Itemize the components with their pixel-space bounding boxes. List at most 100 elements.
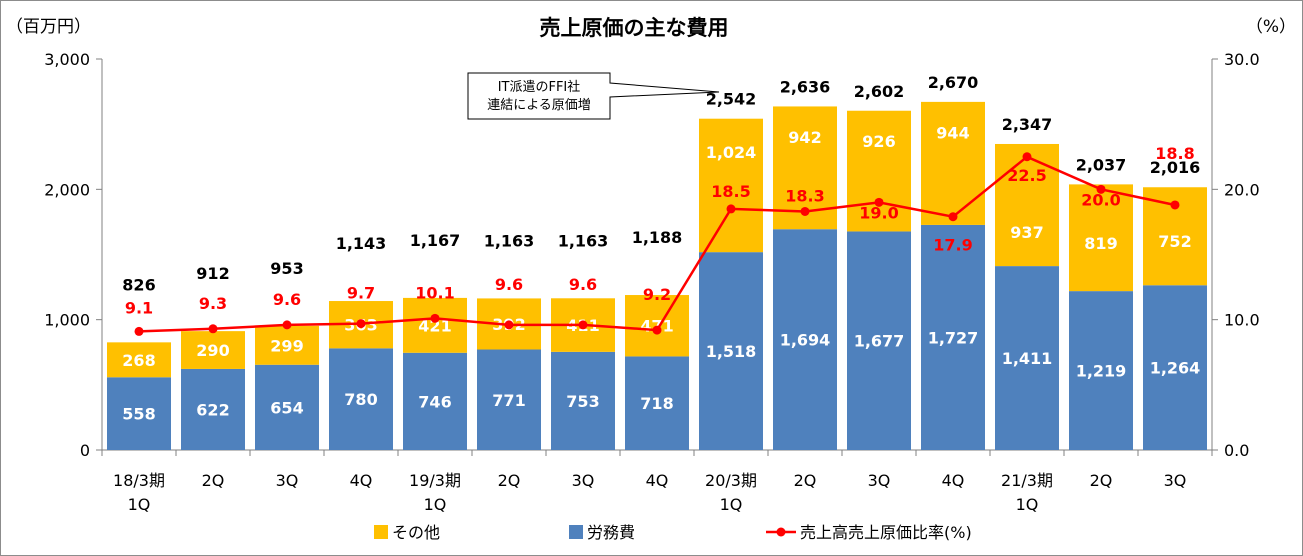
x-tick-label: 2Q (794, 471, 817, 490)
rate-value-label: 9.7 (347, 284, 375, 303)
total-value-label: 2,602 (854, 82, 905, 101)
y2-tick-label: 10.0 (1224, 311, 1260, 330)
other-value-label: 926 (862, 132, 895, 151)
rate-point (1170, 200, 1180, 210)
labor-value-label: 1,264 (1150, 359, 1201, 378)
rate-point (578, 320, 588, 330)
y-tick-label: 2,000 (44, 180, 90, 199)
x-tick-label: 2Q (498, 471, 521, 490)
rate-point (1022, 152, 1032, 162)
bar-labor (995, 266, 1059, 450)
x-tick-label: 2Q (1090, 471, 1113, 490)
legend-label: 労務費 (587, 523, 635, 542)
bar-labor (181, 368, 245, 450)
total-value-label: 1,163 (484, 231, 535, 250)
total-value-label: 1,163 (558, 231, 609, 250)
bar-other (847, 110, 911, 232)
x-tick-label: 19/3期 (409, 471, 461, 490)
rate-point (726, 204, 736, 214)
callout-text: IT派遣のFFI社 (498, 79, 581, 95)
labor-value-label: 1,677 (854, 332, 905, 351)
bar-labor (329, 348, 393, 450)
other-value-label: 819 (1084, 234, 1117, 253)
total-value-label: 953 (270, 259, 303, 278)
bar-labor (699, 252, 763, 450)
x-tick-label: 1Q (1016, 495, 1039, 514)
total-value-label: 2,670 (928, 73, 979, 92)
y2-tick-label: 20.0 (1224, 180, 1260, 199)
rate-point (504, 320, 514, 330)
bar-labor (255, 364, 319, 450)
other-value-label: 421 (418, 316, 451, 335)
rate-point (874, 197, 884, 207)
total-value-label: 2,347 (1002, 115, 1053, 134)
labor-value-label: 1,219 (1076, 362, 1127, 381)
x-tick-label: 2Q (202, 471, 225, 490)
bar-other (1069, 184, 1133, 292)
rate-value-label: 9.2 (643, 285, 671, 304)
rate-point (652, 325, 662, 335)
labor-value-label: 753 (566, 392, 599, 411)
bar-labor (625, 356, 689, 450)
rate-point (948, 212, 958, 222)
rate-value-label: 10.1 (415, 283, 454, 302)
labor-value-label: 718 (640, 394, 673, 413)
x-tick-label: 4Q (350, 471, 373, 490)
other-value-label: 937 (1010, 223, 1043, 242)
rate-value-label: 9.3 (199, 294, 227, 313)
x-tick-label: 1Q (720, 495, 743, 514)
legend-swatch (374, 525, 388, 539)
rate-point (1096, 184, 1106, 194)
rate-value-label: 9.6 (569, 275, 597, 294)
y-tick-label: 3,000 (44, 50, 90, 69)
chart-title: 売上原価の主な費用 (540, 16, 729, 40)
other-value-label: 752 (1158, 232, 1191, 251)
x-tick-label: 3Q (1164, 471, 1187, 490)
rate-point (282, 320, 292, 330)
y-tick-label: 1,000 (44, 311, 90, 330)
rate-value-label: 17.9 (933, 236, 972, 255)
legend-swatch (569, 525, 583, 539)
rate-value-label: 19.0 (859, 203, 898, 222)
x-tick-label: 4Q (646, 471, 669, 490)
bar-other (107, 342, 171, 378)
x-tick-label: 3Q (276, 471, 299, 490)
labor-value-label: 654 (270, 398, 303, 417)
rate-value-label: 9.1 (125, 298, 153, 317)
rate-value-label: 20.0 (1081, 190, 1120, 209)
bar-labor (107, 377, 171, 450)
other-value-label: 290 (196, 341, 229, 360)
bar-labor (921, 224, 985, 450)
rate-value-label: 22.5 (1007, 166, 1046, 185)
x-tick-label: 3Q (868, 471, 891, 490)
total-value-label: 1,143 (336, 234, 387, 253)
rate-point (356, 319, 366, 329)
bar-labor (477, 349, 541, 450)
labor-value-label: 780 (344, 390, 377, 409)
y-tick-label: 0 (80, 441, 90, 460)
bar-other (699, 118, 763, 253)
rate-value-label: 18.8 (1155, 144, 1194, 163)
right-axis-unit: （%） (1246, 17, 1296, 37)
x-tick-label: 18/3期 (113, 471, 165, 490)
total-value-label: 1,167 (410, 231, 461, 250)
labor-value-label: 1,518 (706, 342, 757, 361)
legend-line-marker (776, 527, 786, 537)
rate-point (430, 313, 440, 323)
rate-point (800, 206, 810, 216)
legend-label: 売上高売上原価比率(%) (800, 523, 972, 542)
labor-value-label: 558 (122, 405, 155, 424)
x-tick-label: 3Q (572, 471, 595, 490)
x-tick-label: 1Q (128, 495, 151, 514)
other-value-label: 299 (270, 336, 303, 355)
bar-labor (551, 351, 615, 450)
rate-value-label: 9.6 (273, 290, 301, 309)
total-value-label: 2,016 (1150, 158, 1201, 177)
bar-other (255, 325, 319, 365)
labor-value-label: 746 (418, 392, 451, 411)
total-value-label: 2,037 (1076, 156, 1127, 175)
callout-box (467, 72, 720, 120)
x-tick-label: 20/3期 (705, 471, 757, 490)
total-value-label: 2,636 (780, 77, 831, 96)
